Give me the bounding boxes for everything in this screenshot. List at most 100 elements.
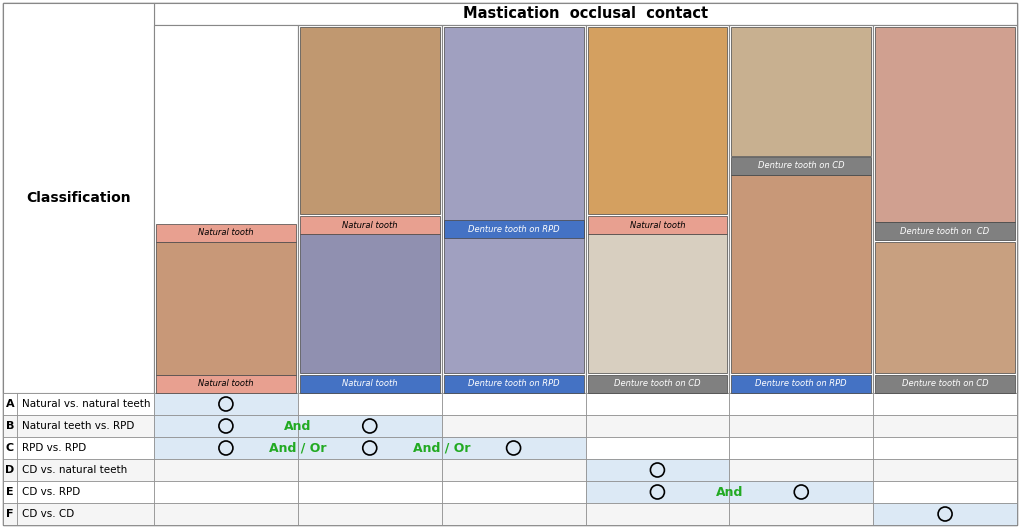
Bar (872, 459, 1016, 481)
Bar (3, 3, 154, 393)
Text: Natural tooth: Natural tooth (341, 221, 397, 230)
Bar (729, 481, 872, 503)
Bar (729, 25, 872, 393)
Bar (3, 415, 17, 437)
Bar (441, 437, 585, 459)
Bar (298, 415, 441, 437)
Text: Denture tooth on CD: Denture tooth on CD (901, 380, 987, 389)
Bar (872, 25, 1016, 393)
Bar (587, 234, 727, 373)
Bar (587, 375, 727, 393)
Bar (443, 220, 583, 238)
Text: And: And (715, 486, 742, 498)
Bar (585, 415, 729, 437)
Bar (154, 25, 298, 393)
Bar (443, 375, 583, 393)
Bar (729, 437, 872, 459)
Text: And: And (284, 420, 311, 432)
Bar (298, 503, 441, 525)
Bar (874, 222, 1014, 240)
Bar (3, 437, 17, 459)
Text: Denture tooth on RPD: Denture tooth on RPD (468, 380, 558, 389)
Bar (17, 481, 154, 503)
Bar (585, 481, 729, 503)
Bar (585, 437, 729, 459)
Bar (874, 375, 1014, 393)
Bar (441, 415, 585, 437)
Bar (300, 27, 439, 214)
Bar (300, 216, 439, 234)
Bar (441, 503, 585, 525)
Text: Denture tooth on RPD: Denture tooth on RPD (755, 380, 846, 389)
Bar (154, 459, 298, 481)
Text: Denture tooth on CD: Denture tooth on CD (613, 380, 700, 389)
Text: Natural tooth: Natural tooth (198, 380, 254, 389)
Text: And / Or: And / Or (269, 441, 326, 455)
Bar (729, 503, 872, 525)
Bar (154, 415, 298, 437)
Bar (872, 393, 1016, 415)
Text: Denture tooth on CD: Denture tooth on CD (757, 161, 844, 171)
Text: Natural vs. natural teeth: Natural vs. natural teeth (22, 399, 151, 409)
Bar (3, 503, 17, 525)
Bar (298, 459, 441, 481)
Bar (154, 3, 1016, 25)
Text: CD vs. natural teeth: CD vs. natural teeth (22, 465, 127, 475)
Text: Natural teeth vs. RPD: Natural teeth vs. RPD (22, 421, 135, 431)
Bar (3, 481, 17, 503)
Bar (874, 27, 1014, 222)
Bar (587, 216, 727, 234)
Text: CD vs. RPD: CD vs. RPD (22, 487, 81, 497)
Bar (587, 27, 727, 214)
Bar (156, 375, 296, 393)
Text: E: E (6, 487, 14, 497)
Text: Mastication  occlusal  contact: Mastication occlusal contact (463, 6, 707, 22)
Bar (731, 375, 870, 393)
Bar (298, 393, 441, 415)
Bar (300, 375, 439, 393)
Text: A: A (6, 399, 14, 409)
Text: Classification: Classification (26, 191, 130, 205)
Bar (17, 415, 154, 437)
Bar (872, 437, 1016, 459)
Bar (156, 224, 296, 242)
Bar (154, 393, 298, 415)
Bar (585, 393, 729, 415)
Text: F: F (6, 509, 13, 519)
Bar (441, 25, 585, 393)
Bar (3, 393, 17, 415)
Bar (298, 437, 441, 459)
Text: B: B (6, 421, 14, 431)
Bar (300, 234, 439, 373)
Text: Natural tooth: Natural tooth (341, 380, 397, 389)
Bar (729, 393, 872, 415)
Bar (872, 503, 1016, 525)
Bar (3, 459, 17, 481)
Bar (17, 503, 154, 525)
Text: And / Or: And / Or (413, 441, 470, 455)
Bar (585, 503, 729, 525)
Bar (729, 459, 872, 481)
Text: CD vs. CD: CD vs. CD (22, 509, 74, 519)
Bar (441, 393, 585, 415)
Bar (154, 437, 298, 459)
Bar (731, 157, 870, 175)
Text: D: D (5, 465, 14, 475)
Bar (154, 481, 298, 503)
Text: Denture tooth on RPD: Denture tooth on RPD (468, 224, 558, 233)
Bar (298, 481, 441, 503)
Bar (874, 242, 1014, 373)
Bar (17, 393, 154, 415)
Bar (731, 27, 870, 156)
Bar (731, 175, 870, 373)
Bar (872, 481, 1016, 503)
Bar (585, 459, 729, 481)
Bar (154, 503, 298, 525)
Bar (443, 27, 583, 373)
Bar (17, 437, 154, 459)
Bar (156, 242, 296, 375)
Text: RPD vs. RPD: RPD vs. RPD (22, 443, 87, 453)
Bar (441, 459, 585, 481)
Text: Denture tooth on  CD: Denture tooth on CD (900, 227, 988, 235)
Bar (298, 25, 441, 393)
